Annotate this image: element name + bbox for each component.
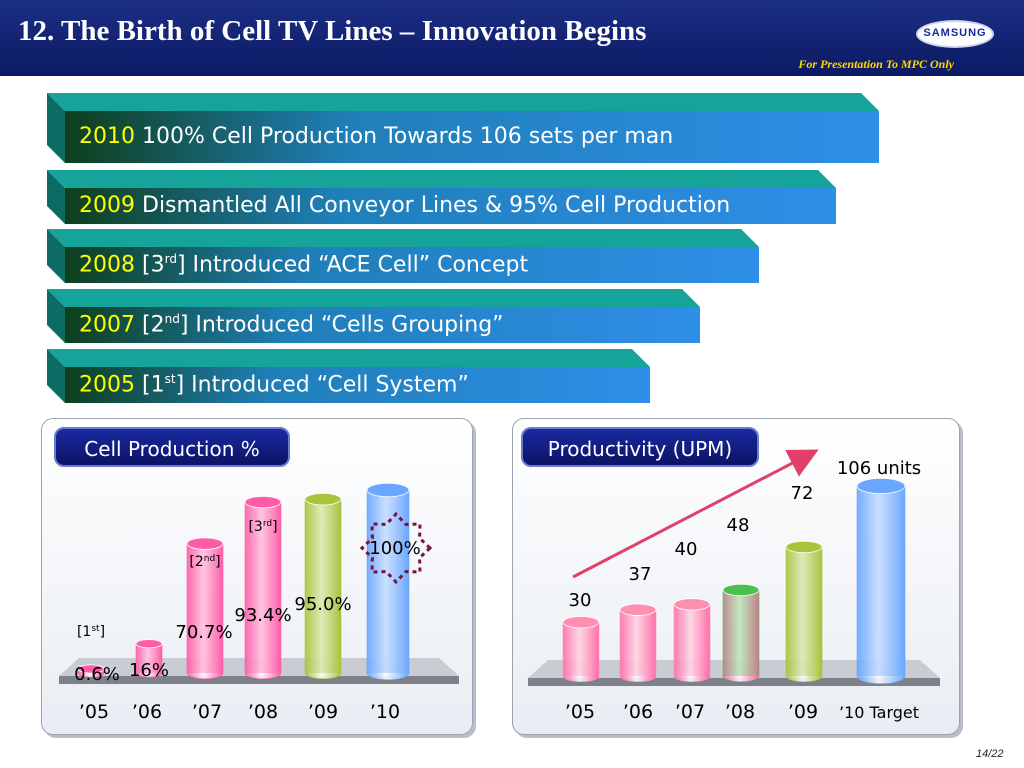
- page-number: 14/22: [976, 748, 1004, 760]
- category-label-0: ’05: [79, 701, 109, 723]
- band-shape: [47, 229, 759, 283]
- data-label-3: 48: [727, 515, 750, 536]
- trend-arrow: [572, 449, 819, 579]
- bar-0: [562, 616, 600, 683]
- bar-5: [366, 482, 410, 681]
- band-body: [65, 367, 650, 403]
- data-label-2: 40: [675, 539, 698, 560]
- bar-1: [135, 639, 163, 678]
- band-description: ] Introduced “ACE Cell” Concept: [176, 252, 529, 278]
- band-text: 2007 [2nd] Introduced “Cells Grouping”: [79, 312, 504, 337]
- data-label-3: 93.4%: [234, 605, 291, 626]
- category-label-5: ’10: [370, 701, 400, 723]
- band-year: 2009: [79, 193, 135, 218]
- data-label-5: 100%: [369, 538, 420, 559]
- cell-production-title: Cell Production %: [54, 427, 290, 467]
- timeline-band-2009: 2009 Dismantled All Conveyor Lines & 95%…: [47, 170, 836, 224]
- band-shape: [47, 349, 650, 403]
- category-label-4: ’09: [788, 701, 818, 723]
- bar-4: [785, 540, 823, 683]
- band-side: [47, 170, 65, 224]
- category-label-4: ’09: [308, 701, 338, 723]
- data-label-1: 16%: [129, 660, 169, 681]
- cell-production-title-text: Cell Production %: [84, 437, 260, 461]
- bar-1: [619, 603, 657, 683]
- timeline-band-2010: 2010 100% Cell Production Towards 106 se…: [47, 93, 879, 163]
- category-label-1: ’06: [623, 701, 653, 723]
- band-body: [65, 188, 836, 224]
- band-top: [47, 229, 759, 247]
- band-side: [47, 93, 65, 163]
- data-label-1: 37: [629, 564, 652, 585]
- bar-3: [244, 495, 282, 680]
- band-body: [65, 307, 700, 343]
- band-side: [47, 229, 65, 283]
- band-sup: st: [164, 372, 176, 386]
- band-top: [47, 289, 700, 307]
- band-text: 2008 [3rd] Introduced “ACE Cell” Concept: [79, 252, 528, 277]
- stage-tag-1: [2nd]: [189, 554, 220, 570]
- category-label-3: ’08: [248, 701, 278, 723]
- presentation-note: For Presentation To MPC Only: [798, 57, 954, 71]
- band-top: [47, 93, 879, 111]
- highlight-burst: [359, 511, 433, 585]
- timeline-band-2005: 2005 [1st] Introduced “Cell System”: [47, 349, 650, 403]
- band-description: 100% Cell Production Towards 106 sets pe…: [142, 124, 674, 149]
- bar-4: [304, 492, 342, 680]
- cell-production-chart: 0.6% 16% 70.7%93.4%95.0% 100% [1st] [2nd] [3rd…: [59, 482, 459, 723]
- band-top: [47, 170, 836, 188]
- timeline-band-2008: 2008 [3rd] Introduced “ACE Cell” Concept: [47, 229, 759, 283]
- title-bar: 12. The Birth of Cell TV Lines – Innovat…: [0, 0, 1024, 76]
- productivity-title: Productivity (UPM): [521, 427, 759, 467]
- band-body: [65, 247, 759, 283]
- band-side: [47, 289, 65, 343]
- category-label-3: ’08: [725, 701, 755, 723]
- band-prefix: [2: [142, 312, 165, 338]
- stage-tag-0: [1st]: [77, 624, 105, 640]
- category-label-2: ’07: [675, 701, 705, 723]
- band-top: [47, 349, 650, 367]
- band-year: 2010: [79, 124, 135, 149]
- band-year: 2008: [79, 252, 135, 278]
- band-shape: [47, 93, 879, 163]
- data-label-4: 95.0%: [294, 594, 351, 615]
- bar-5: [856, 477, 906, 684]
- band-description: ] Introduced “Cells Grouping”: [179, 312, 504, 338]
- data-label-4: 72: [791, 483, 814, 504]
- productivity-chart: 30 37 40 48 72 106 units ’05 ’06 ’07 ’08 ’09 ’10 Ta…: [528, 449, 940, 723]
- band-year: 2007: [79, 312, 135, 338]
- band-year: 2005: [79, 372, 135, 398]
- band-prefix: [1: [142, 372, 165, 398]
- timeline-band-2007: 2007 [2nd] Introduced “Cells Grouping”: [47, 289, 700, 343]
- band-sup: rd: [164, 252, 177, 266]
- productivity-title-text: Productivity (UPM): [547, 437, 733, 461]
- category-label-0: ’05: [565, 701, 595, 723]
- band-description: ] Introduced “Cell System”: [175, 372, 469, 398]
- band-text: 2009 Dismantled All Conveyor Lines & 95%…: [79, 193, 730, 218]
- band-sup: nd: [164, 312, 180, 326]
- band-prefix: [3: [142, 252, 165, 278]
- data-label-2: 70.7%: [175, 622, 232, 643]
- band-text: 2005 [1st] Introduced “Cell System”: [79, 372, 469, 397]
- bar-0: [77, 664, 105, 678]
- band-shape: [47, 289, 700, 343]
- data-label-5: 106 units: [837, 458, 921, 479]
- samsung-logo: SAMSUNG: [916, 20, 994, 48]
- bar-3: [722, 583, 760, 683]
- category-label-2: ’07: [192, 701, 222, 723]
- stage-tag-2: [3rd]: [248, 519, 277, 535]
- band-body: [65, 111, 879, 163]
- slide-title: 12. The Birth of Cell TV Lines – Innovat…: [18, 15, 647, 47]
- band-description: Dismantled All Conveyor Lines & 95% Cell…: [142, 193, 731, 218]
- data-label-0: 30: [569, 590, 592, 611]
- logo-text: SAMSUNG: [923, 27, 987, 39]
- band-text: 2010 100% Cell Production Towards 106 se…: [79, 124, 673, 149]
- bar-2: [186, 537, 224, 680]
- category-label-1: ’06: [132, 701, 162, 723]
- bar-2: [673, 598, 711, 683]
- band-shape: [47, 170, 836, 224]
- band-side: [47, 349, 65, 403]
- data-label-0: 0.6%: [74, 664, 120, 685]
- category-label-5: ’10 Target: [839, 703, 919, 722]
